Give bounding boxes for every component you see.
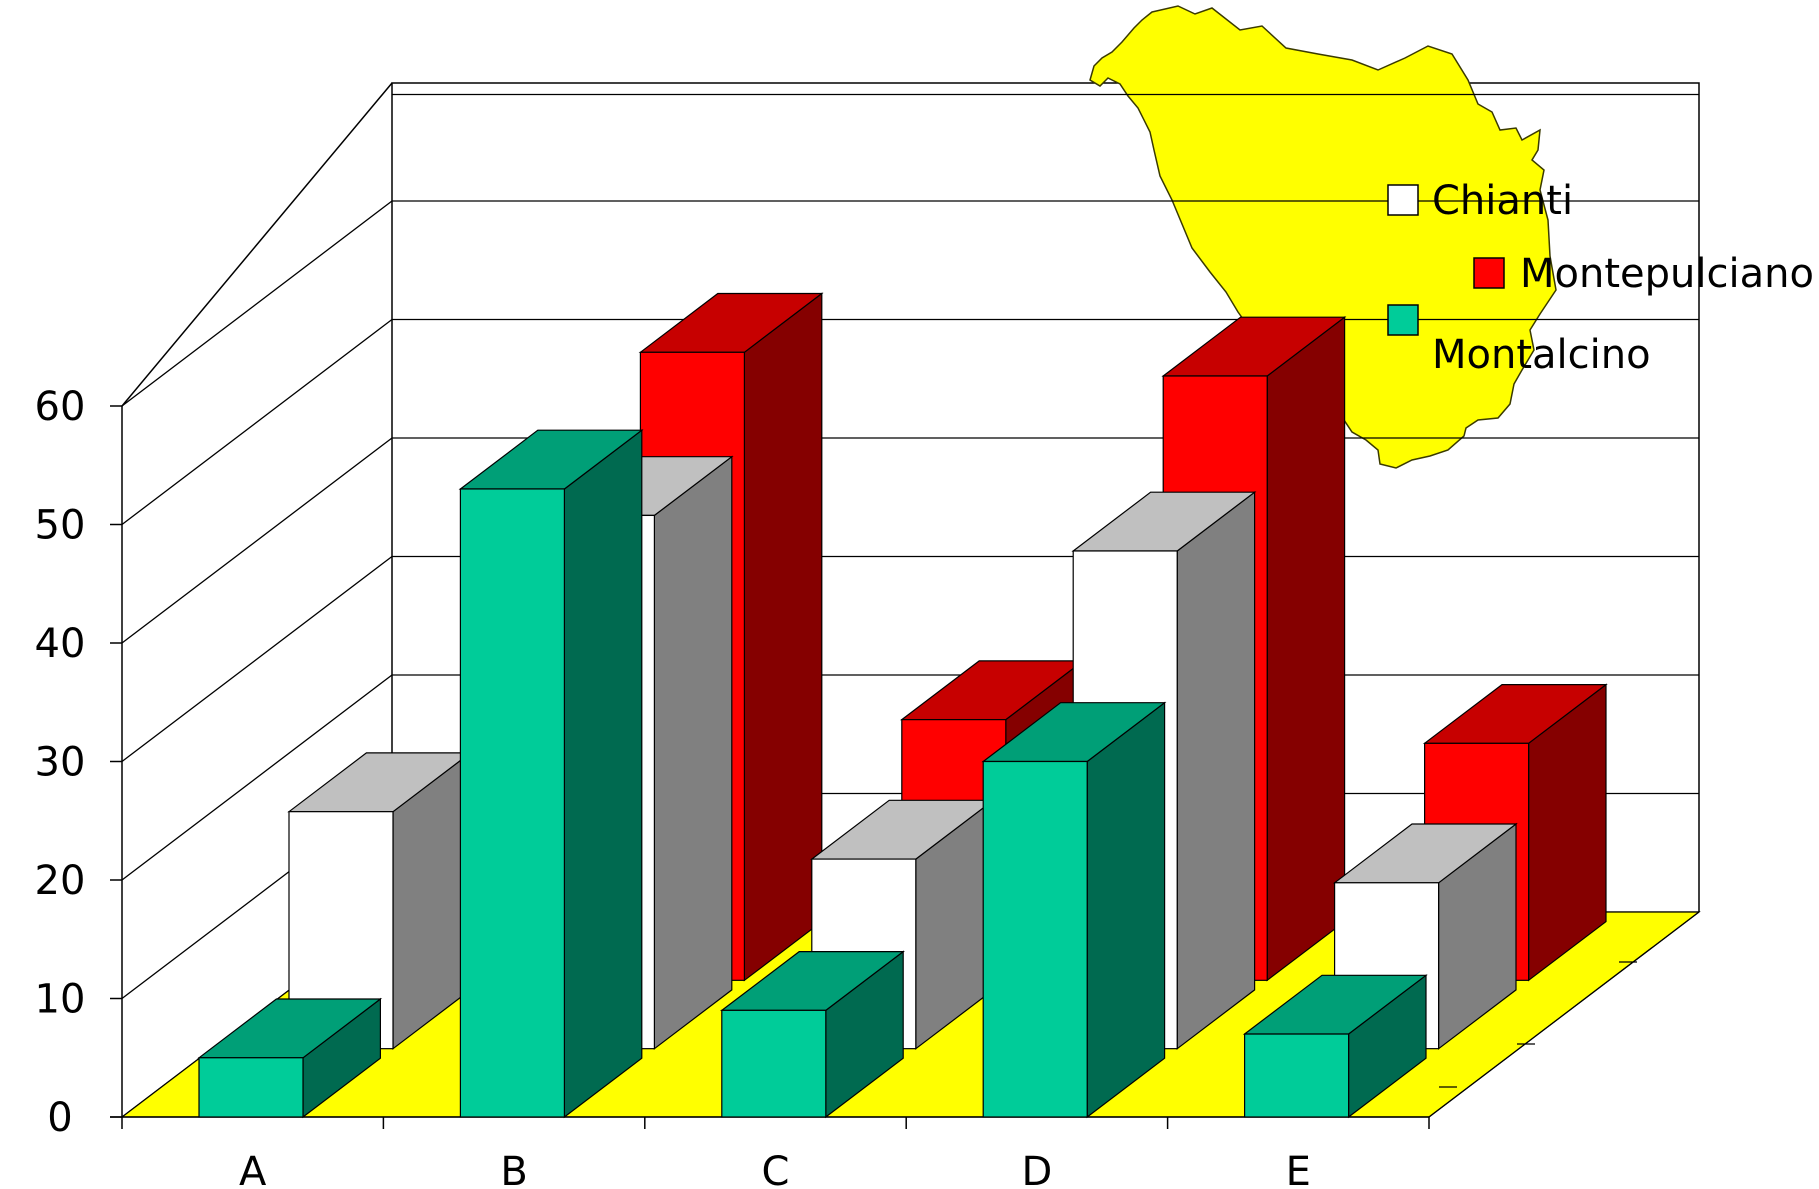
gridline-60 (121, 200, 1699, 407)
legend-label-montepulciano: Montepulciano (1520, 251, 1814, 297)
legend-swatch-chianti (1387, 184, 1419, 216)
bar-side (653, 455, 733, 1050)
chart-bars (197, 292, 1608, 1119)
bar-montalcino-B (458, 428, 644, 1119)
bar-side (1266, 315, 1346, 982)
chart-axes: 0 10 20 30 40 50 60 A B C D E (35, 384, 1700, 1189)
y-tick-label-10: 10 (35, 977, 86, 1023)
bar-montalcino-C (720, 950, 905, 1119)
legend-item-montalcino: Montalcino (1387, 304, 1651, 378)
bar-front (198, 1057, 304, 1118)
back-wall (391, 82, 1700, 912)
y-tick-label-50: 50 (35, 503, 86, 549)
legend-label-chianti: Chianti (1432, 178, 1573, 224)
bar-montalcino-A (197, 997, 383, 1119)
x-tick-label-C: C (762, 1149, 790, 1189)
bar-side (1176, 490, 1256, 1050)
x-tick-label-A: A (239, 1149, 267, 1189)
bar-front (982, 760, 1088, 1118)
bar-front (459, 488, 565, 1118)
bar-front (1243, 1033, 1350, 1118)
bar-side (743, 292, 823, 982)
bar-side (1086, 701, 1166, 1119)
x-tick-label-E: E (1286, 1149, 1311, 1189)
bar-front (721, 1009, 827, 1118)
y-tick-label-40: 40 (35, 621, 86, 667)
legend-swatch-montalcino (1387, 304, 1419, 336)
legend-swatch-montepulciano (1473, 257, 1505, 289)
left-wall-edge (121, 82, 393, 407)
legend-item-chianti: Chianti (1387, 178, 1573, 224)
map-shape (1089, 5, 1557, 469)
x-tick-label-D: D (1021, 1149, 1052, 1189)
gridline-40 (121, 437, 1699, 644)
bar-montalcino-E (1242, 974, 1428, 1119)
y-tick-label-20: 20 (35, 858, 86, 904)
floor-right-edge (1428, 911, 1700, 1118)
legend-item-montepulciano: Montepulciano (1473, 251, 1814, 297)
bar-side (563, 428, 643, 1119)
y-tick-label-0: 0 (47, 1095, 72, 1141)
bar-montalcino-D (981, 701, 1167, 1119)
tuscany-map (1089, 5, 1557, 469)
legend-label-montalcino: Montalcino (1432, 332, 1651, 378)
chart-legend: Chianti Montepulciano Montalcino (1387, 178, 1814, 378)
y-tick-label-30: 30 (35, 740, 86, 786)
y-tick-label-60: 60 (35, 384, 86, 430)
x-tick-label-B: B (500, 1149, 527, 1189)
